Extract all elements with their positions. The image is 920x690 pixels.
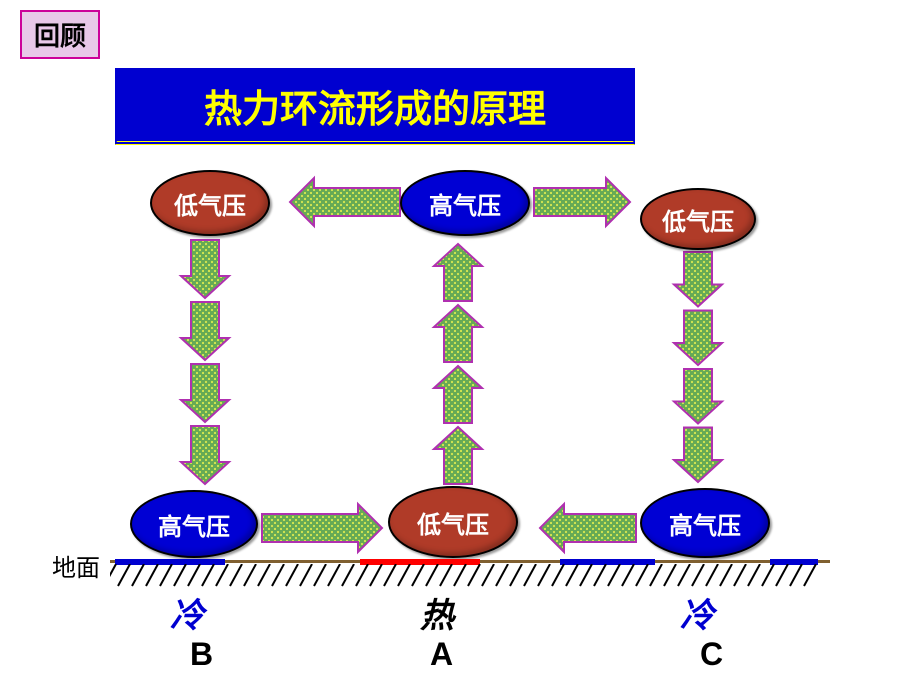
hot-label: 热 [420,588,454,637]
ground-label: 地面 [52,548,100,583]
col-letter-a: A [430,636,453,673]
ground-hatching [110,564,830,588]
col-letter-b: B [190,636,213,673]
low-pressure-node: 低气压 [388,486,518,558]
review-tag: 回顾 [20,10,100,59]
low-pressure-node: 低气压 [150,170,270,236]
high-pressure-node: 高气压 [400,170,530,236]
page-title: 热力环流形成的原理 [115,68,635,145]
review-tag-text: 回顾 [34,21,86,51]
high-pressure-node: 高气压 [640,488,770,558]
cold-label-right: 冷 [680,588,714,637]
title-text: 热力环流形成的原理 [204,89,546,131]
low-pressure-node: 低气压 [640,188,756,250]
col-letter-c: C [700,636,723,673]
high-pressure-node: 高气压 [130,490,258,558]
cold-label-left: 冷 [170,588,204,637]
diagram-stage: 低气压高气压低气压高气压低气压高气压 地面 冷 热 冷 B A C [0,140,920,680]
